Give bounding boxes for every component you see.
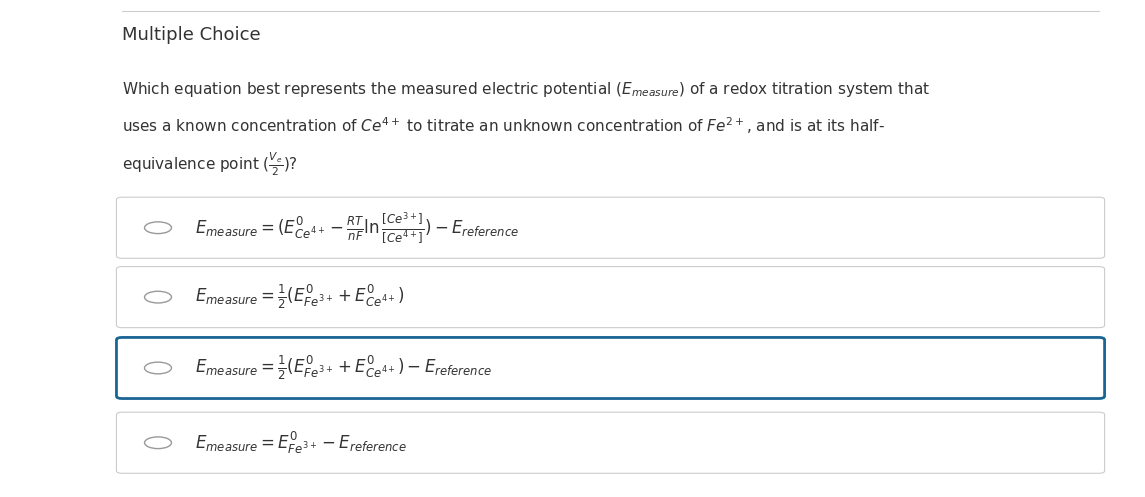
Text: $\mathit{E}_{measure} = \mathit{E}^{0}_{\mathit{Fe}^{3+}} - \mathit{E}_{referenc: $\mathit{E}_{measure} = \mathit{E}^{0}_{… [195,429,406,456]
Text: Multiple Choice: Multiple Choice [123,26,261,44]
Text: $\mathit{E}_{measure} = (\mathit{E}^{0}_{\mathit{Ce}^{4+}} - \frac{\mathit{RT}}{: $\mathit{E}_{measure} = (\mathit{E}^{0}_… [195,210,520,245]
Text: $\mathit{E}_{measure} = \frac{1}{2}(\mathit{E}^{0}_{\mathit{Fe}^{3+}} + \mathit{: $\mathit{E}_{measure} = \frac{1}{2}(\mat… [195,283,404,311]
Text: $\mathit{E}_{measure} = \frac{1}{2}(\mathit{E}^{0}_{\mathit{Fe}^{3+}} + \mathit{: $\mathit{E}_{measure} = \frac{1}{2}(\mat… [195,354,492,382]
Text: equivalence point ($\frac{V_e}{2}$)?: equivalence point ($\frac{V_e}{2}$)? [123,150,298,178]
Text: Which equation best represents the measured electric potential ($\mathit{E}_{mea: Which equation best represents the measu… [123,80,930,99]
Text: uses a known concentration of $\mathit{Ce}^{4+}$ to titrate an unknown concentra: uses a known concentration of $\mathit{C… [123,115,885,136]
FancyBboxPatch shape [117,266,1105,328]
FancyBboxPatch shape [117,337,1105,399]
FancyBboxPatch shape [117,412,1105,473]
FancyBboxPatch shape [117,197,1105,258]
